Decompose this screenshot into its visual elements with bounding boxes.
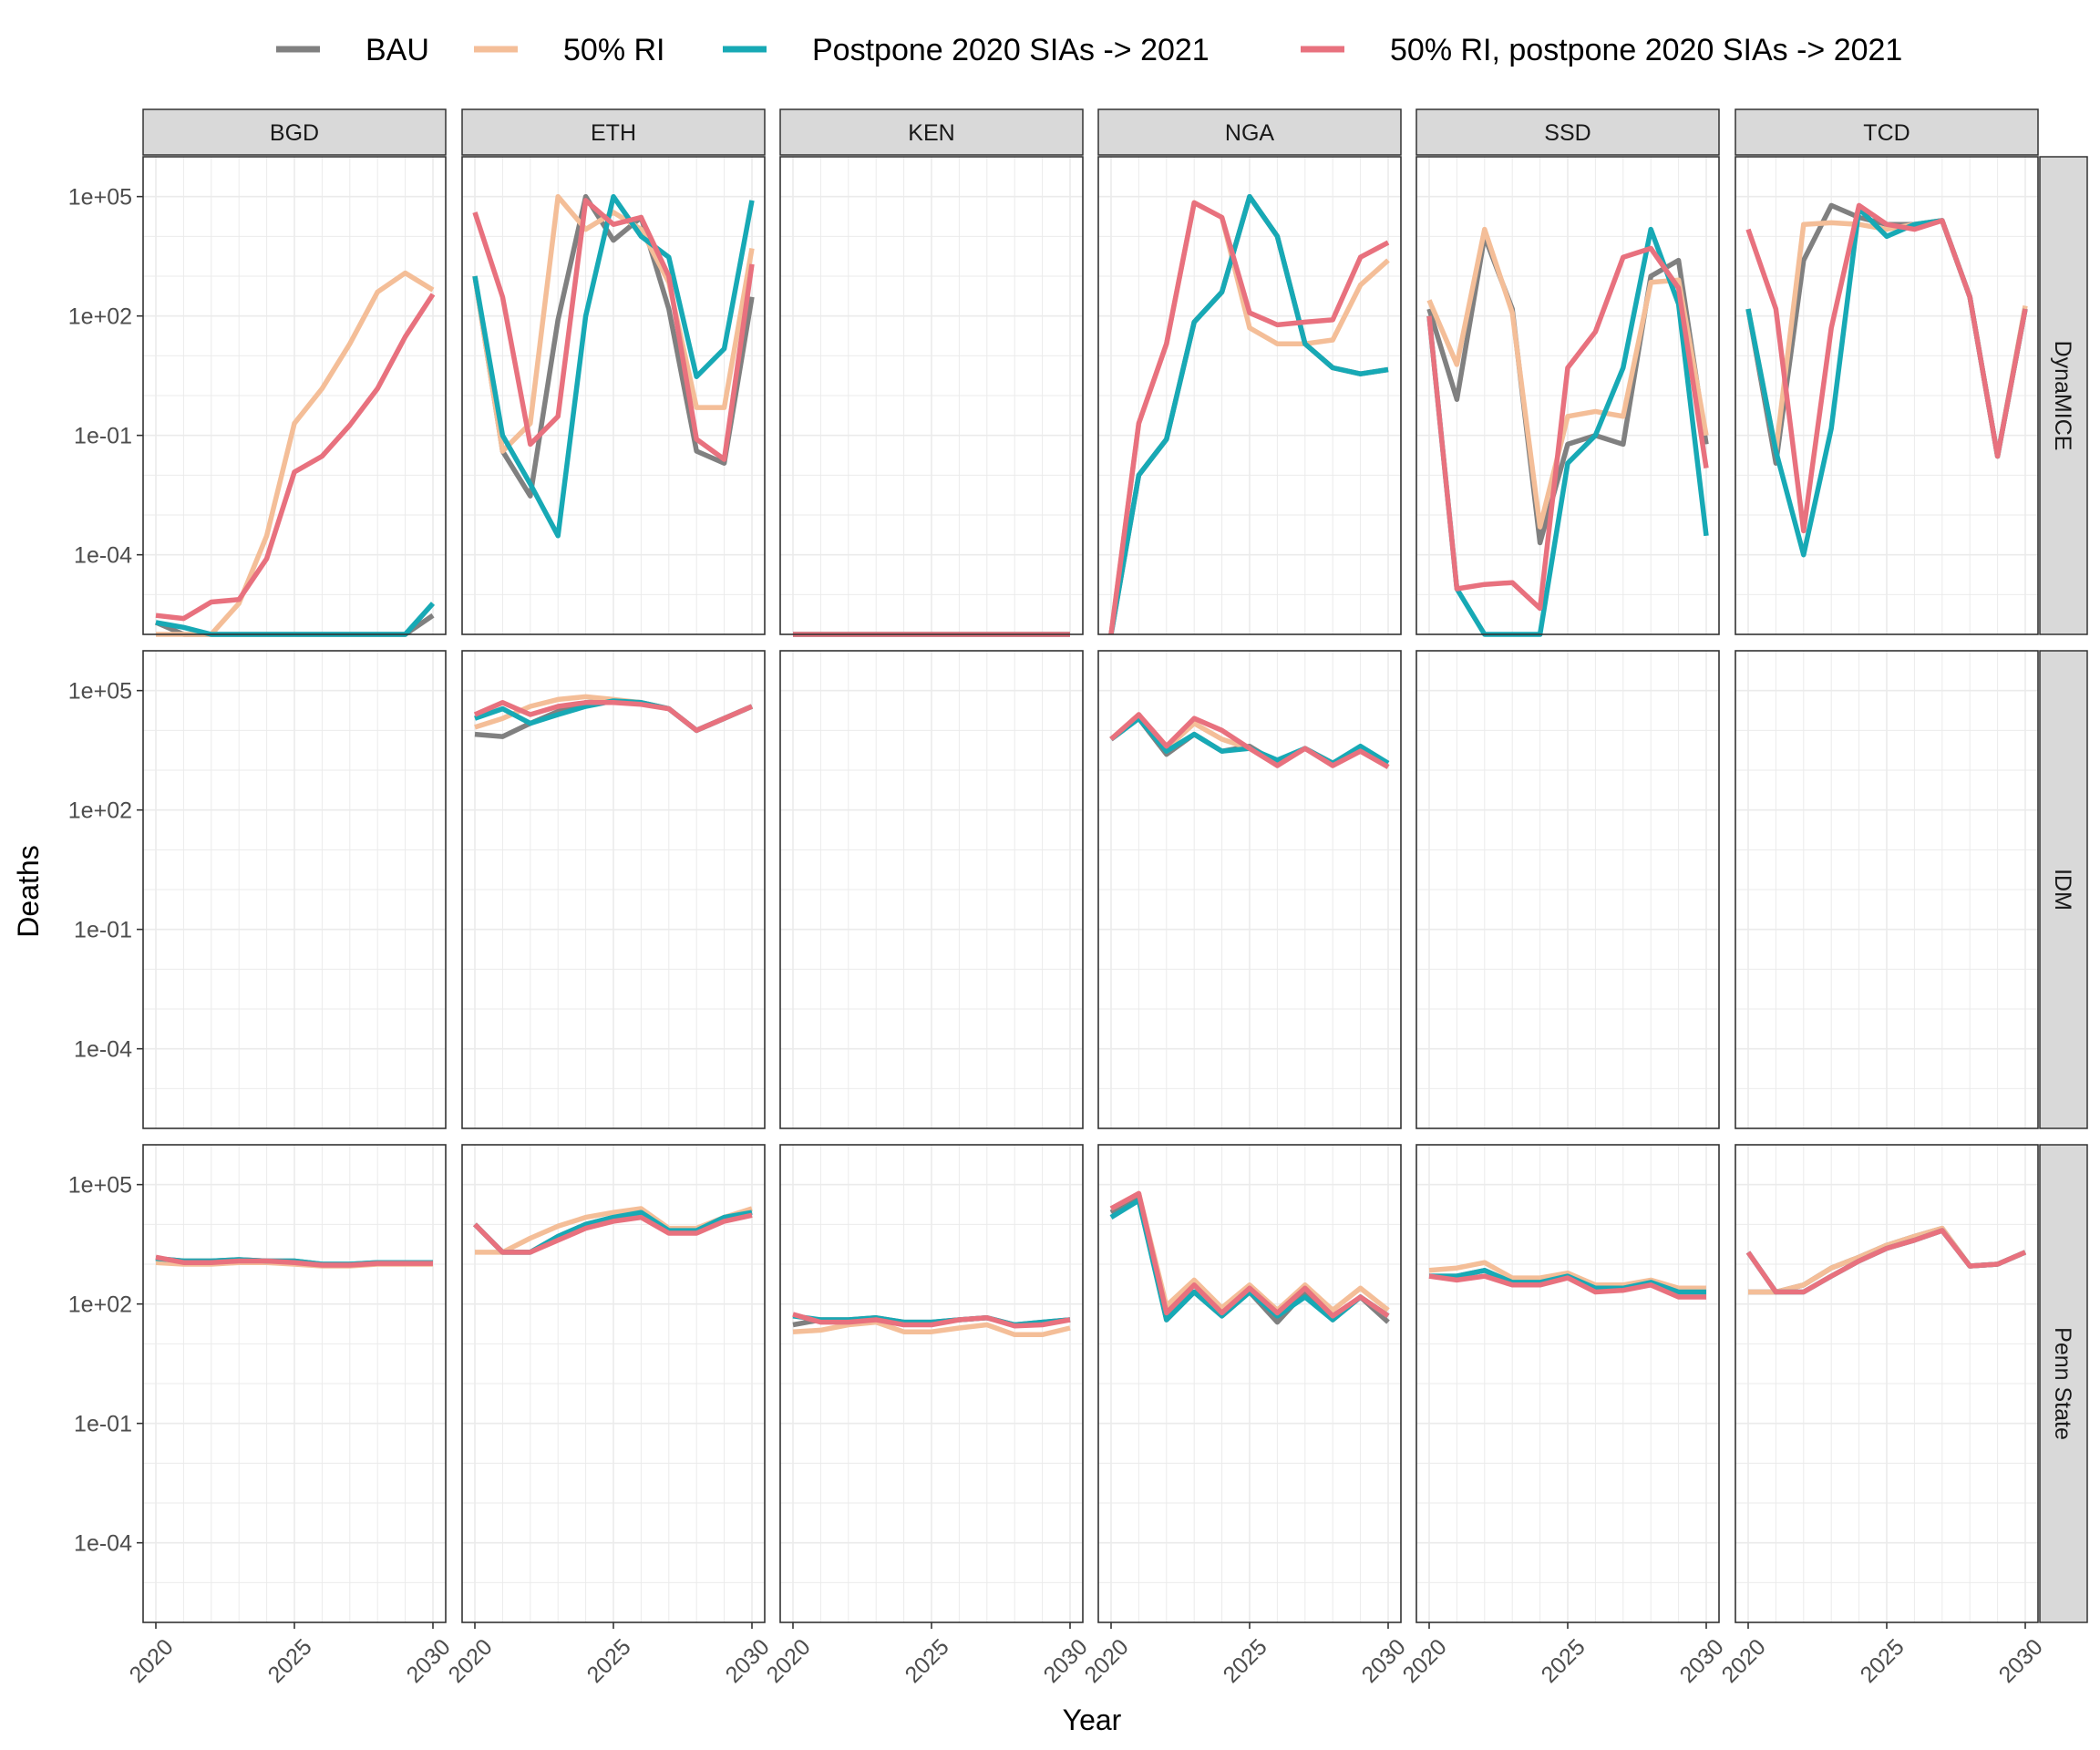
row-strip-label: IDM (2050, 869, 2075, 911)
row-strip-idm: IDM (2039, 650, 2088, 1129)
column-strip-label: TCD (1863, 120, 1910, 146)
legend-item-ri50: 50% RI (474, 33, 665, 67)
column-strip-nga: NGA (1097, 108, 1402, 156)
panel-border (779, 650, 1084, 1129)
panel-border (461, 650, 766, 1129)
panel-border (1097, 650, 1402, 1129)
panel-dynamice-eth (461, 156, 766, 635)
series-line-ri50pp (1426, 245, 1709, 612)
series-line-ri50 (472, 193, 755, 454)
series-line-ri50pp (155, 293, 436, 622)
column-strip-eth: ETH (461, 108, 766, 156)
series-line-bau (1426, 233, 1709, 546)
series-line-ri50pp (473, 700, 754, 734)
column-strip-tcd: TCD (1735, 108, 2039, 156)
series-line-ri50pp (1109, 1190, 1390, 1319)
panel-border (779, 156, 1084, 635)
panel-dynamice-ken (779, 156, 1084, 637)
panel-idm-tcd (1735, 650, 2039, 1129)
row-strip-penn-state: Penn State (2039, 1144, 2088, 1623)
series-line-ri50pp (472, 198, 755, 462)
panel-border (1097, 156, 1402, 635)
panel-dynamice-nga (1097, 156, 1402, 635)
series-line-ri50pp (1428, 1273, 1706, 1300)
legend-item-ri50pp: 50% RI, postpone 2020 SIAs -> 2021 (1301, 33, 1902, 67)
y-tick-label: 1e+02 (68, 1292, 132, 1318)
y-axis-title: Deaths (12, 845, 45, 937)
panel-idm-nga (1097, 650, 1402, 1129)
row-strip-label: Penn State (2050, 1327, 2075, 1440)
legend: BAU 50% RI Postpone 2020 SIAs -> 2021 50% R… (276, 33, 1902, 67)
column-strip-ken: KEN (779, 108, 1084, 156)
y-tick-label: 1e+05 (68, 679, 132, 705)
row-strip-label: DynaMICE (2050, 341, 2075, 451)
series-line-pp (472, 193, 755, 539)
column-strip-label: BGD (270, 120, 319, 146)
panel-idm-ken (779, 650, 1084, 1129)
column-strip-label: ETH (591, 120, 636, 146)
series-line-ri50 (1426, 226, 1709, 530)
series-line-ri50pp (473, 1212, 753, 1255)
panel-border (1415, 156, 1720, 635)
series-line-ri50pp (1108, 200, 1390, 635)
column-strip-bgd: BGD (142, 108, 447, 156)
series-line-bau (472, 193, 755, 499)
series-line-ri50pp (1109, 712, 1390, 769)
panel-dynamice-tcd (1735, 156, 2039, 635)
legend-item-pp: Postpone 2020 SIAs -> 2021 (723, 33, 1210, 67)
series-line-ri50pp (155, 1254, 433, 1268)
legend-label: Postpone 2020 SIAs -> 2021 (812, 33, 1210, 67)
y-tick-label: 1e-04 (74, 543, 132, 569)
legend-label: BAU (365, 33, 429, 67)
column-strip-label: KEN (908, 120, 954, 146)
panel-border (142, 650, 447, 1129)
series-line-ri50pp (792, 1312, 1071, 1329)
y-tick-label: 1e-01 (74, 918, 132, 943)
panel-idm-ssd (1415, 650, 1720, 1129)
x-axis-title: Year (1063, 1704, 1122, 1736)
y-tick-label: 1e+05 (68, 185, 132, 211)
y-tick-label: 1e-04 (74, 1037, 132, 1063)
legend-label: 50% RI, postpone 2020 SIAs -> 2021 (1390, 33, 1902, 67)
column-strip-ssd: SSD (1415, 108, 1720, 156)
series-line-ri50pp (1745, 1228, 2027, 1295)
y-tick-label: 1e+02 (68, 304, 132, 330)
series-line-ri50 (1428, 1260, 1706, 1292)
column-strip-label: SSD (1544, 120, 1590, 146)
panel-border (1735, 156, 2039, 635)
column-strip-label: NGA (1225, 120, 1275, 146)
panel-dynamice-bgd: 1e-04 1e-01 1e+02 1e+05 (68, 156, 447, 637)
panel-dynamice-ssd (1415, 156, 1720, 637)
series-line-pp (1108, 193, 1389, 635)
legend-item-bau: BAU (276, 33, 429, 67)
row-strip-dynamice: DynaMICE (2039, 156, 2088, 635)
series-line-ri50 (792, 1319, 1071, 1338)
panel-border (1735, 650, 2039, 1129)
series-line-ri50pp (1745, 202, 2028, 534)
panel-border (142, 156, 447, 635)
panel-idm-eth (461, 650, 766, 1129)
series-line-pp (1426, 226, 1709, 637)
y-tick-label: 1e-01 (74, 424, 132, 449)
y-tick-label: 1e-01 (74, 1412, 132, 1437)
y-tick-label: 1e+05 (68, 1173, 132, 1199)
legend-label: 50% RI (563, 33, 665, 67)
y-tick-label: 1e-04 (74, 1531, 132, 1557)
panel-border (1415, 650, 1720, 1129)
panel-penn-state-ssd: 2020 2025 2030 (1398, 1144, 1729, 1688)
panel-border (461, 156, 766, 635)
y-tick-label: 1e+02 (68, 798, 132, 824)
panel-idm-bgd: 1e-04 1e-01 1e+02 1e+05 (68, 650, 447, 1129)
